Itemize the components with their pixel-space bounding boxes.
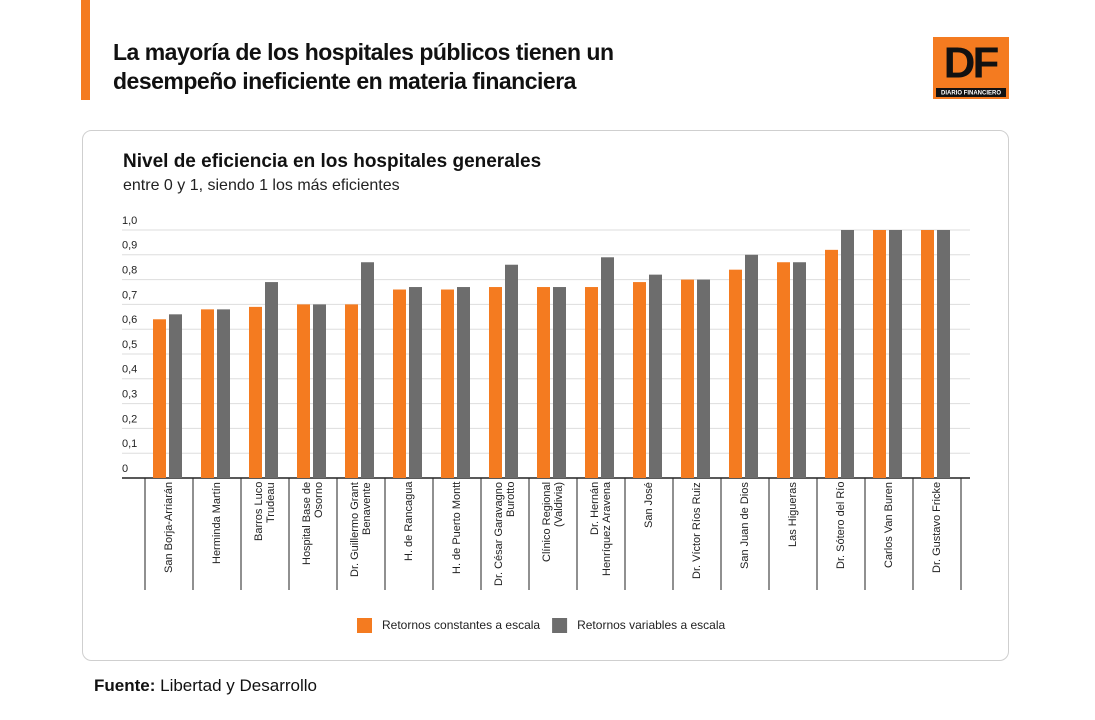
x-tick-label: Dr. César Garavagno Burotto [493,482,517,586]
x-tick-label-box: Herminda Martín [193,482,241,586]
bar [313,304,326,478]
x-tick-label-box: H. de Puerto Montt [433,482,481,586]
bar [441,289,454,478]
chart-title: Nivel de eficiencia en los hospitales ge… [123,151,541,172]
x-tick-label-box: Barros Luco Trudeau [241,482,289,586]
x-tick-label: San José [643,482,655,528]
bar [745,254,758,478]
y-tick-label: 0,6 [122,314,137,326]
bar [489,287,502,478]
x-tick-label: Las Higueras [787,482,799,547]
y-tick-label: 1,0 [122,215,137,227]
y-tick-label: 0,9 [122,240,137,252]
bar [505,264,518,478]
x-tick-label: San Juan de Dios [739,482,751,569]
x-tick-label: Dr. Sótero del Río [835,482,847,570]
bar [409,287,422,478]
y-tick-label: 0,2 [122,413,137,425]
x-tick-label-box: San José [625,482,673,586]
x-tick-label-box: Hospital Base de Osorno [289,482,337,586]
x-tick-label-box: Dr. Víctor Ríos Ruiz [673,482,721,586]
bar [825,249,838,478]
x-tick-label: Dr. Víctor Ríos Ruiz [691,482,703,579]
x-tick-label: Barros Luco Trudeau [253,482,277,542]
x-tick-label: Carlos Van Buren [883,482,895,569]
x-tick-label: San Borja-Arriarán [163,482,175,574]
bar [889,230,902,478]
bar [633,282,646,478]
bar [249,306,262,478]
x-tick-label: H. de Rancagua [403,482,415,562]
bar [393,289,406,478]
bar [217,309,230,478]
accent-bar [81,0,90,100]
bar [297,304,310,478]
y-tick-label: 0,7 [122,289,137,301]
x-tick-label-box: Dr. Hernán Henríquez Aravena [577,482,625,586]
legend-swatch [552,618,568,633]
bar [153,319,166,478]
source-text: Libertad y Desarrollo [160,676,317,695]
x-tick-label: Dr. Guillermo Grant Benavente [349,482,373,577]
x-tick-label-box: Dr. Guillermo Grant Benavente [337,482,385,586]
x-tick-label-box: Dr. Gustavo Fricke [913,482,961,586]
y-tick-label: 0,1 [122,438,137,450]
x-tick-label: Hospital Base de Osorno [301,482,325,566]
legend-label: Retornos variables a escala [577,618,725,632]
x-tick-label-box: Dr. Sótero del Río [817,482,865,586]
bar [169,314,182,478]
bar [921,230,934,478]
bar [201,309,214,478]
bar [265,282,278,478]
x-tick-label-box: Clínico Regional (Valdivia) [529,482,577,586]
bar [457,287,470,478]
logo-text: DF [944,39,999,88]
source: Fuente: Libertad y Desarrollo [94,676,317,696]
x-tick-label-box: Carlos Van Buren [865,482,913,586]
legend-swatch [357,618,372,633]
bar [729,269,742,478]
y-tick-label: 0,5 [122,339,137,351]
bar [841,230,854,478]
bar [345,304,358,478]
bar [553,287,566,478]
y-tick-label: 0 [122,463,128,475]
x-tick-label: Clínico Regional (Valdivia) [541,482,565,563]
x-tick-label-box: Las Higueras [769,482,817,586]
x-tick-label-box: San Borja-Arriarán [145,482,193,586]
x-tick-label-box: Dr. César Garavagno Burotto [481,482,529,586]
y-tick-label: 0,4 [122,364,137,376]
bar [793,262,806,478]
x-tick-label-box: H. de Rancagua [385,482,433,586]
x-tick-label: Herminda Martín [211,482,223,564]
bar [585,287,598,478]
x-tick-label-box: San Juan de Dios [721,482,769,586]
bar [937,230,950,478]
x-tick-label: Dr. Gustavo Fricke [931,482,943,574]
bar [361,262,374,478]
x-tick-label: Dr. Hernán Henríquez Aravena [589,482,613,577]
bar [681,279,694,478]
x-tick-label: H. de Puerto Montt [451,482,463,575]
legend-label: Retornos constantes a escala [382,618,540,632]
logo-subtext: DIARIO FINANCIERO [941,91,1001,97]
source-label: Fuente: [94,676,156,695]
y-tick-label: 0,3 [122,389,137,401]
logo-strip [936,88,1006,97]
y-tick-label: 0,8 [122,265,137,277]
bar [601,257,614,478]
page-title: La mayoría de los hospitales públicos ti… [113,39,614,94]
bar [649,274,662,478]
chart-subtitle: entre 0 y 1, siendo 1 los más eficientes [123,177,400,194]
bar [697,279,710,478]
bar [777,262,790,478]
bar [537,287,550,478]
bar [873,230,886,478]
